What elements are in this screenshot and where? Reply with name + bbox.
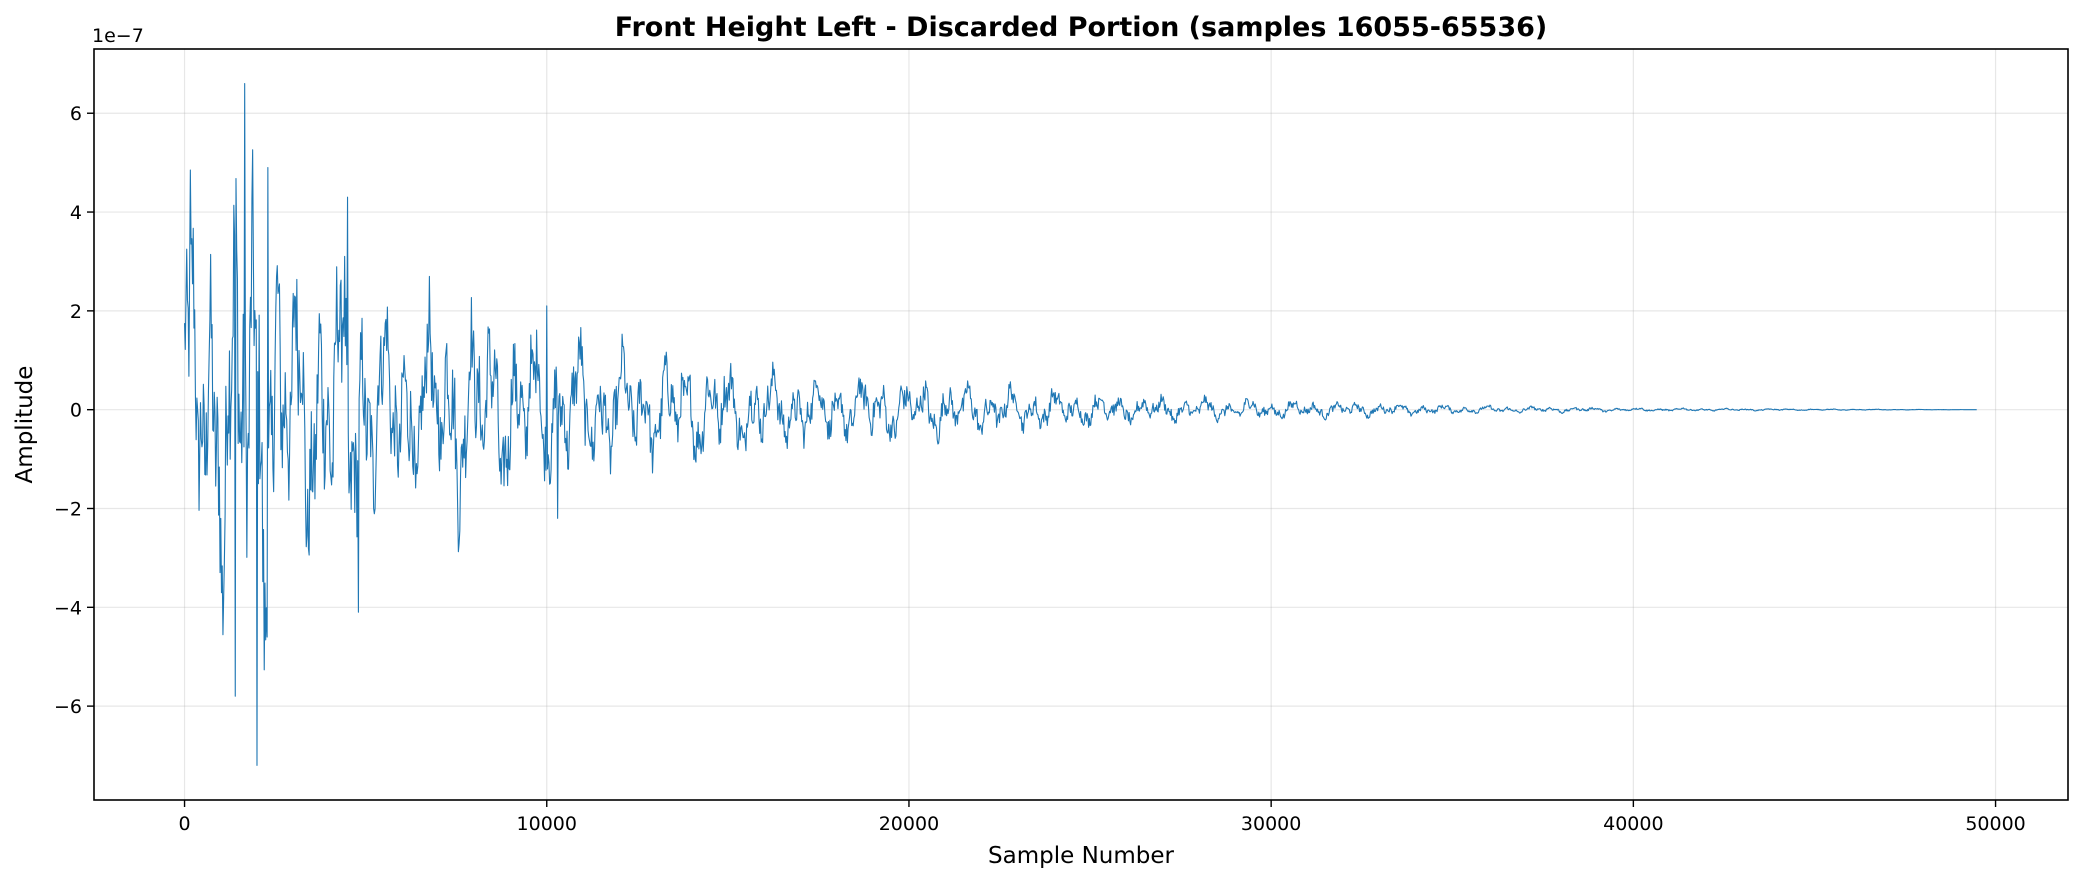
y-axis-ticks: −6 −4 −2 0 2 4 6	[54, 103, 94, 718]
grid-lines	[94, 49, 2068, 800]
y-tick-label: 2	[70, 301, 82, 323]
x-axis-label: Sample Number	[988, 843, 1174, 869]
y-tick-label: 4	[70, 202, 82, 224]
y-axis-label: Amplitude	[12, 366, 38, 484]
x-tick-label: 10000	[517, 813, 577, 835]
y-axis-offset-label: 1e−7	[92, 25, 144, 47]
y-tick-label: −2	[54, 498, 82, 520]
x-tick-label: 0	[179, 813, 191, 835]
y-tick-label: −4	[54, 597, 82, 619]
x-axis-ticks: 0 10000 20000 30000 40000 50000	[179, 800, 2026, 835]
y-tick-label: −6	[54, 696, 82, 718]
x-tick-label: 30000	[1241, 813, 1301, 835]
y-tick-label: 6	[70, 103, 82, 125]
x-tick-label: 20000	[879, 813, 939, 835]
y-tick-label: 0	[70, 400, 82, 422]
x-tick-label: 50000	[1965, 813, 2025, 835]
x-tick-label: 40000	[1603, 813, 1663, 835]
series-line	[184, 83, 1977, 766]
plot-frame	[93, 48, 2069, 801]
plot-area	[184, 83, 1977, 766]
chart-title: Front Height Left - Discarded Portion (s…	[615, 12, 1547, 43]
